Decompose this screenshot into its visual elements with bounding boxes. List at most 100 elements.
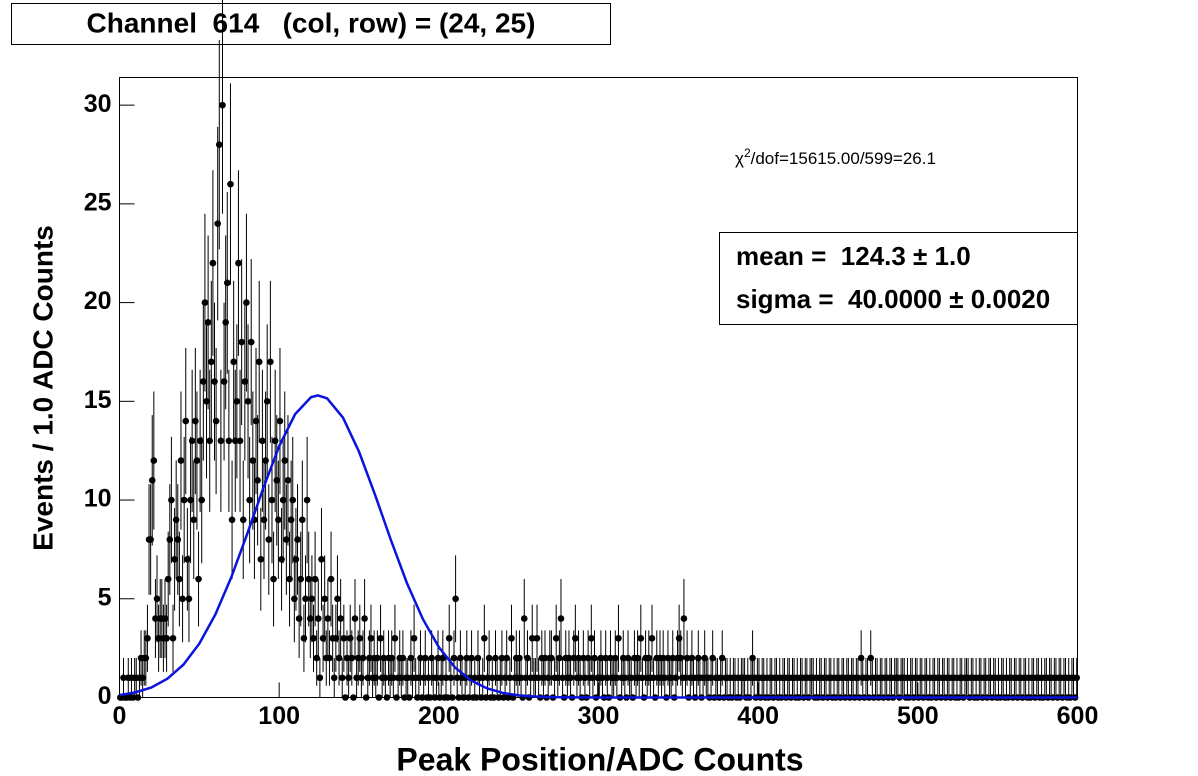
data-point xyxy=(544,674,552,682)
data-point xyxy=(567,674,574,682)
data-point xyxy=(244,398,252,405)
data-point xyxy=(310,634,317,642)
data-point xyxy=(203,398,210,405)
data-point xyxy=(528,634,536,642)
data-point xyxy=(275,516,282,524)
data-point xyxy=(225,437,233,445)
data-point xyxy=(421,654,429,662)
data-point xyxy=(268,496,276,504)
data-point xyxy=(425,674,432,682)
data-point xyxy=(294,536,301,543)
data-point xyxy=(236,437,244,445)
data-point xyxy=(318,555,325,563)
data-point xyxy=(271,437,279,445)
data-point xyxy=(334,595,341,603)
data-point xyxy=(182,417,190,425)
data-point xyxy=(299,516,306,524)
data-point xyxy=(350,694,357,701)
data-point xyxy=(417,654,424,662)
x-tick-label: 0 xyxy=(113,702,127,730)
data-point xyxy=(445,634,453,642)
data-point xyxy=(450,654,458,662)
data-point xyxy=(471,674,479,682)
fit-curve xyxy=(119,394,1078,699)
data-point xyxy=(311,575,319,583)
data-point xyxy=(263,398,271,405)
data-point xyxy=(356,634,364,642)
data-point xyxy=(867,654,875,662)
data-point xyxy=(307,615,314,622)
data-point xyxy=(442,674,450,682)
data-point xyxy=(410,634,418,642)
data-point xyxy=(661,674,669,682)
y-tick-label: 0 xyxy=(98,682,112,710)
data-point xyxy=(637,634,645,642)
plot-frame xyxy=(119,77,1078,698)
data-point xyxy=(588,634,595,642)
data-point xyxy=(172,516,180,524)
data-point xyxy=(428,654,435,662)
data-point xyxy=(337,615,344,622)
data-point xyxy=(599,674,606,682)
data-point xyxy=(180,496,188,504)
data-point xyxy=(233,398,241,405)
data-point xyxy=(246,496,253,504)
data-point xyxy=(506,674,514,682)
data-point xyxy=(289,496,297,504)
data-point xyxy=(134,694,142,701)
data-point xyxy=(284,477,292,484)
data-point xyxy=(864,674,871,682)
data-point xyxy=(377,634,384,642)
data-point xyxy=(177,457,185,464)
data-point xyxy=(490,694,498,701)
data-point xyxy=(219,101,226,109)
y-tick-label: 10 xyxy=(84,485,112,513)
data-point xyxy=(520,615,528,622)
data-point xyxy=(498,654,506,662)
data-point xyxy=(300,634,308,642)
data-point xyxy=(388,654,396,662)
data-point xyxy=(196,437,204,445)
data-point xyxy=(314,615,322,622)
data-point xyxy=(198,496,206,504)
data-point xyxy=(481,634,488,642)
data-point xyxy=(212,417,220,425)
data-point xyxy=(169,634,177,642)
data-point xyxy=(239,516,247,524)
data-point xyxy=(254,477,261,484)
data-point xyxy=(348,654,356,662)
chi2-power: 2 xyxy=(744,146,751,160)
data-point xyxy=(613,674,621,682)
data-point xyxy=(463,654,471,662)
data-point xyxy=(292,555,300,563)
data-point xyxy=(297,575,305,583)
data-point xyxy=(591,654,598,662)
data-point xyxy=(150,457,158,464)
y-tick-label: 30 xyxy=(84,90,112,118)
x-tick-label: 100 xyxy=(258,702,300,730)
chi2-text: /dof=15615.00/599=26.1 xyxy=(751,149,936,168)
data-point xyxy=(142,654,150,662)
data-point xyxy=(533,634,541,642)
data-point xyxy=(335,654,343,662)
data-point xyxy=(648,634,656,642)
data-point xyxy=(214,220,221,227)
data-point xyxy=(260,516,268,524)
data-point xyxy=(326,654,333,662)
data-point xyxy=(358,674,365,682)
data-point xyxy=(247,338,255,346)
data-point xyxy=(346,634,354,642)
data-point xyxy=(362,694,370,701)
data-point xyxy=(147,536,154,543)
data-point xyxy=(426,694,434,701)
data-point xyxy=(161,615,169,622)
data-point xyxy=(332,634,340,642)
data-point xyxy=(184,555,191,563)
data-point xyxy=(709,654,716,662)
data-point xyxy=(303,496,311,504)
data-point xyxy=(399,654,407,662)
data-point xyxy=(474,654,482,662)
data-point xyxy=(688,654,696,662)
data-point xyxy=(163,634,170,642)
